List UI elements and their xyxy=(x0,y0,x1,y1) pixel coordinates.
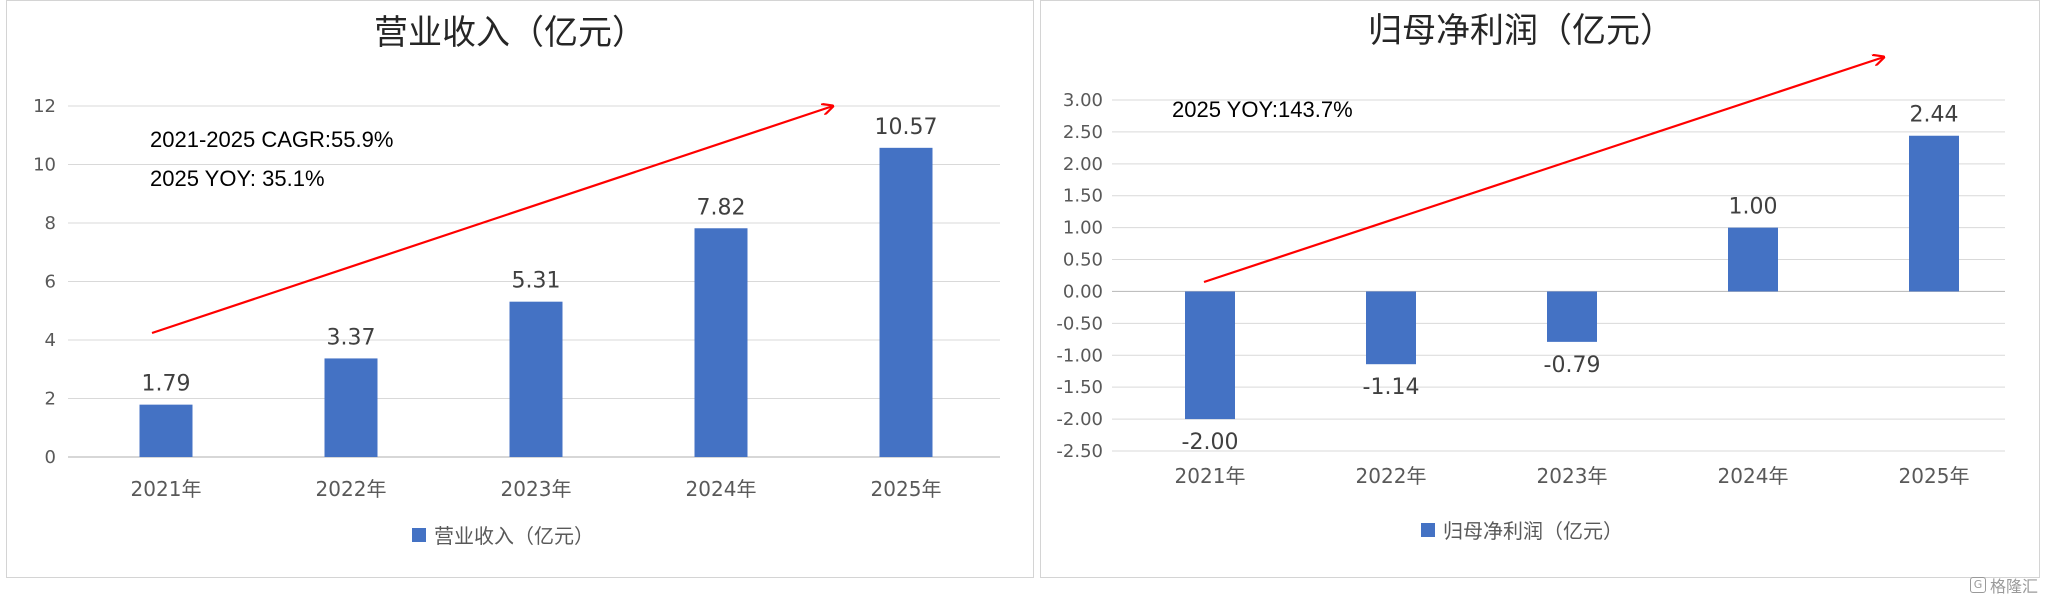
data-label: 3.37 xyxy=(327,325,376,350)
y-tick-label: -1.00 xyxy=(1056,345,1103,366)
revenue-chart-frame xyxy=(6,0,1034,578)
x-category-label: 2024年 xyxy=(1718,464,1789,488)
annotation-text: 2021-2025 CAGR:55.9% xyxy=(150,127,393,152)
x-category-label: 2021年 xyxy=(131,477,202,501)
data-label: 1.79 xyxy=(142,372,191,397)
y-tick-label: 4 xyxy=(45,330,56,351)
watermark: G 格隆汇 xyxy=(1969,573,2038,597)
trend-arrow xyxy=(151,106,833,335)
bar xyxy=(1909,135,1959,292)
y-tick-label: -2.00 xyxy=(1056,409,1103,430)
bar xyxy=(1547,291,1597,342)
y-tick-label: 2.50 xyxy=(1063,122,1103,143)
y-tick-label: 12 xyxy=(33,96,56,117)
y-tick-label: 6 xyxy=(45,272,56,293)
data-label: -0.79 xyxy=(1544,353,1601,378)
data-label: 1.00 xyxy=(1729,195,1778,220)
chart-title: 营业收入（亿元） xyxy=(374,13,646,53)
legend-label: 营业收入（亿元） xyxy=(434,524,594,548)
y-tick-label: 8 xyxy=(45,213,56,234)
chart-title: 归母净利润（亿元） xyxy=(1368,11,1674,51)
y-tick-label: 10 xyxy=(33,155,56,176)
bar xyxy=(1185,291,1235,420)
watermark-text: 格隆汇 xyxy=(1989,577,2038,596)
watermark-logo-icon: G xyxy=(1969,577,1986,593)
x-category-label: 2021年 xyxy=(1175,464,1246,488)
y-tick-label: -2.50 xyxy=(1056,441,1103,462)
x-category-label: 2022年 xyxy=(1356,464,1427,488)
y-tick-label: 0.50 xyxy=(1063,250,1103,271)
data-label: -1.14 xyxy=(1363,375,1420,400)
legend-label: 归母净利润（亿元） xyxy=(1443,519,1623,543)
y-tick-label: 2.00 xyxy=(1063,154,1103,175)
data-label: 5.31 xyxy=(512,269,561,294)
y-tick-label: 0.00 xyxy=(1063,281,1103,302)
legend-swatch xyxy=(412,528,426,542)
legend-swatch xyxy=(1421,523,1435,537)
data-label: 2.44 xyxy=(1910,103,1959,128)
y-tick-label: 3.00 xyxy=(1063,90,1103,111)
bar xyxy=(1728,227,1778,292)
data-label: 10.57 xyxy=(875,115,938,140)
bar xyxy=(509,301,563,457)
x-category-label: 2023年 xyxy=(501,477,572,501)
y-tick-label: -1.50 xyxy=(1056,377,1103,398)
revenue-chart: 营业收入（亿元） 0 2 4 6 8 10 12 1.79 2021年 3.37 2022年 5.31 2… xyxy=(33,13,1000,548)
y-tick-label: 1.00 xyxy=(1063,218,1103,239)
annotation-text: 2025 YOY:143.7% xyxy=(1172,97,1353,122)
y-tick-label: 1.50 xyxy=(1063,186,1103,207)
bar xyxy=(879,147,933,457)
x-category-label: 2023年 xyxy=(1537,464,1608,488)
y-tick-label: 0 xyxy=(45,447,56,468)
bar xyxy=(139,404,193,457)
net-profit-chart-frame xyxy=(1040,0,2040,578)
bar xyxy=(1366,291,1416,365)
x-category-label: 2025年 xyxy=(871,477,942,501)
bar xyxy=(694,228,748,457)
trend-arrow xyxy=(1203,57,1884,284)
data-label: 7.82 xyxy=(697,195,746,220)
y-tick-label: 2 xyxy=(45,389,56,410)
data-label: -2.00 xyxy=(1182,430,1239,455)
x-category-label: 2022年 xyxy=(316,477,387,501)
x-category-label: 2024年 xyxy=(686,477,757,501)
x-category-label: 2025年 xyxy=(1899,464,1970,488)
net-profit-chart: 归母净利润（亿元） -2.50 -2.00 -1.50 -1.00 -0.50 0.00 0.… xyxy=(1056,11,2005,543)
y-tick-label: -0.50 xyxy=(1056,313,1103,334)
annotation-text: 2025 YOY: 35.1% xyxy=(150,166,325,191)
bar xyxy=(324,358,378,457)
